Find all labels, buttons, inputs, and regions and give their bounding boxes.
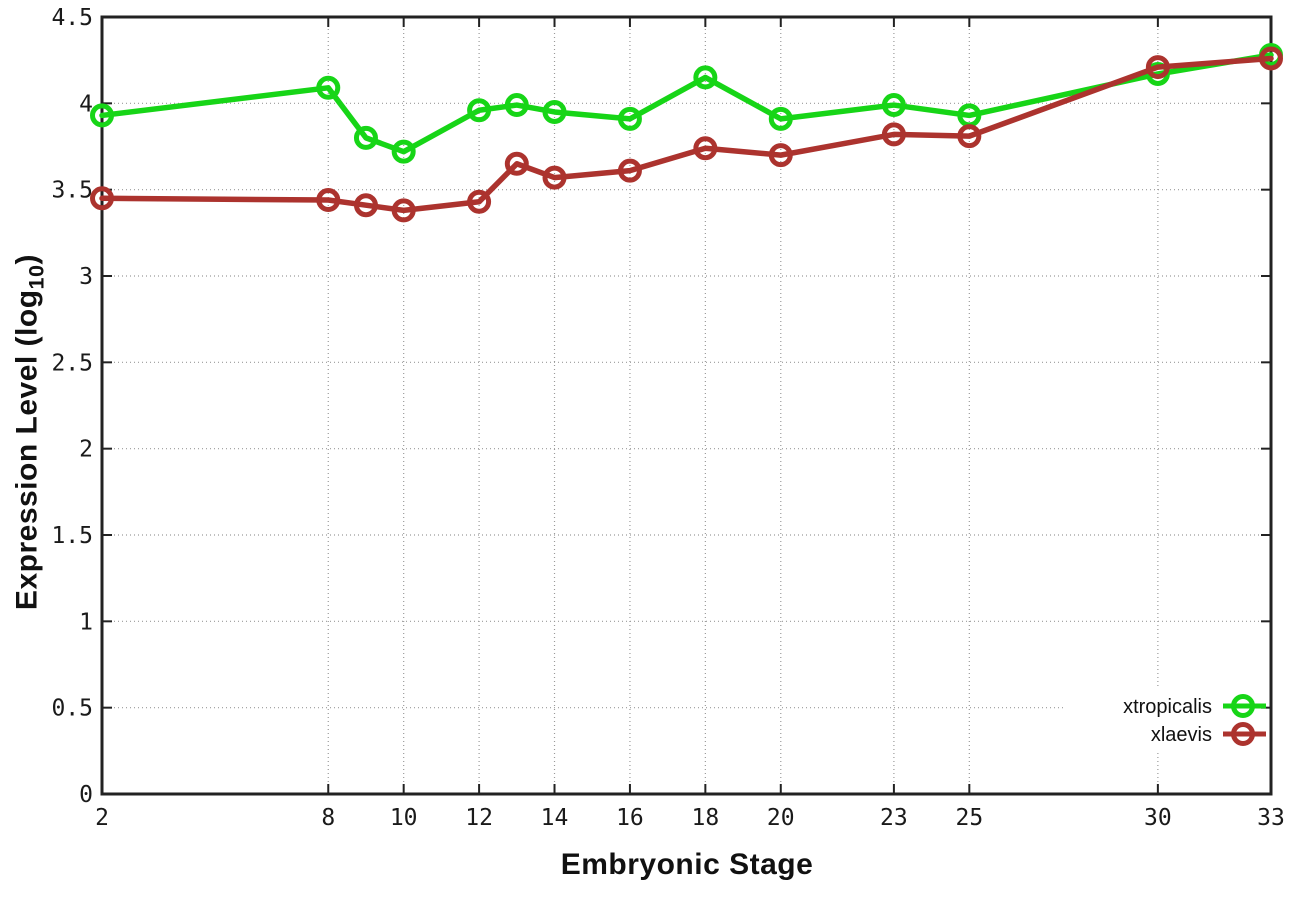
data-point-marker-xtropicalis <box>391 139 416 164</box>
data-point-marker-xlaevis <box>504 151 529 176</box>
y-tick-label: 0 <box>79 782 93 808</box>
legend-label-xtropicalis: xtropicalis <box>1123 696 1212 718</box>
data-point-marker-xlaevis <box>768 143 793 168</box>
y-axis-title-text: Expression Level (log <box>10 289 44 611</box>
data-point-marker-xtropicalis <box>881 93 906 118</box>
x-tick-label: 2 <box>95 805 109 831</box>
x-tick-label: 8 <box>321 805 335 831</box>
data-point-marker-xtropicalis <box>353 125 378 150</box>
y-tick-label: 1.5 <box>51 523 93 549</box>
data-point-marker-xlaevis <box>90 186 114 211</box>
x-tick-label: 16 <box>616 805 644 831</box>
x-tick-label: 18 <box>692 805 720 831</box>
y-axis-title-suffix: ) <box>10 253 44 265</box>
y-tick-label: 2.5 <box>51 350 93 376</box>
data-point-marker-xtropicalis <box>467 98 492 123</box>
y-axis-title: Expression Level (log10) <box>11 254 50 610</box>
data-point-marker-xtropicalis <box>693 65 718 90</box>
legend-marker-xlaevis <box>1231 722 1255 746</box>
y-tick-label: 3.5 <box>51 178 93 204</box>
data-point-marker-xtropicalis <box>542 99 567 124</box>
data-point-marker-xlaevis <box>467 189 492 214</box>
series-line-xtropicalis <box>99 52 1274 155</box>
series-line-xlaevis <box>99 55 1274 214</box>
x-tick-label: 20 <box>767 805 795 831</box>
y-tick-label: 3 <box>79 264 93 290</box>
x-tick-label: 14 <box>541 805 569 831</box>
y-axis-title-subscript: 10 <box>23 264 49 290</box>
data-point-marker-xlaevis <box>881 122 906 147</box>
data-point-marker-xlaevis <box>957 124 982 149</box>
x-axis-title: Embryonic Stage <box>560 848 814 881</box>
x-tick-label: 23 <box>880 805 908 831</box>
data-point-marker-xlaevis <box>391 198 416 223</box>
data-point-marker-xlaevis <box>316 188 341 213</box>
data-point-marker-xlaevis <box>1259 46 1283 71</box>
y-tick-label: 4 <box>79 91 93 117</box>
data-point-marker-xlaevis <box>542 165 567 190</box>
plot-border <box>100 15 1273 796</box>
y-tick-label: 0.5 <box>51 696 93 722</box>
legend-marker-xtropicalis <box>1231 694 1255 718</box>
data-point-marker-xtropicalis <box>617 106 642 131</box>
y-tick-label: 1 <box>79 609 93 635</box>
x-tick-label: 25 <box>955 805 983 831</box>
legend-label-xlaevis: xlaevis <box>1151 724 1212 746</box>
data-point-marker-xtropicalis <box>90 103 114 128</box>
x-tick-label: 30 <box>1144 805 1172 831</box>
data-point-marker-xlaevis <box>1145 55 1170 80</box>
y-tick-label: 4.5 <box>51 5 93 31</box>
x-tick-label: 10 <box>390 805 418 831</box>
data-point-marker-xtropicalis <box>504 93 529 118</box>
data-point-marker-xlaevis <box>353 193 378 218</box>
x-tick-label: 12 <box>465 805 493 831</box>
y-tick-label: 2 <box>79 437 93 463</box>
data-point-marker-xlaevis <box>693 136 718 161</box>
data-point-marker-xtropicalis <box>768 106 793 131</box>
x-tick-label: 33 <box>1257 805 1285 831</box>
data-point-marker-xtropicalis <box>316 75 341 100</box>
data-point-marker-xlaevis <box>617 158 642 183</box>
